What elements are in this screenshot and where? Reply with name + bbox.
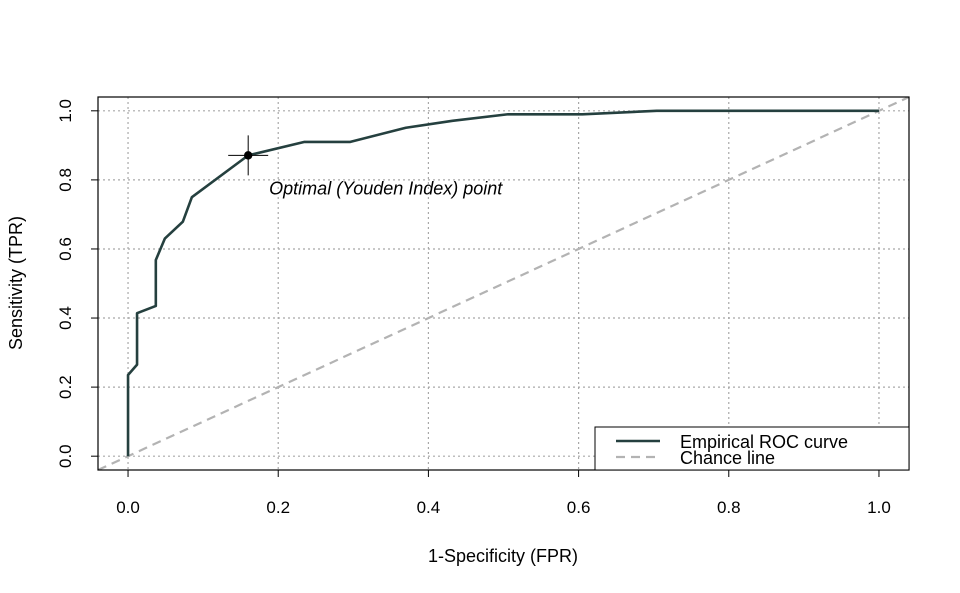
x-tick-label-1: 0.2 — [266, 498, 290, 517]
series-line-empirical-roc-curve — [126, 109, 879, 457]
series-layer — [98, 97, 909, 470]
x-tick-label-2: 0.4 — [417, 498, 441, 517]
x-tick-label-0: 0.0 — [116, 498, 140, 517]
x-tick-label-3: 0.6 — [567, 498, 591, 517]
annotation-optimal-point: Optimal (Youden Index) point — [269, 178, 503, 198]
y-tick-label-1: 0.2 — [56, 375, 75, 399]
optimal-point-dot — [243, 151, 253, 160]
y-tick-label-5: 1.0 — [56, 99, 75, 123]
legend-label-chance-line: Chance line — [680, 448, 775, 468]
x-tick-label-5: 1.0 — [867, 498, 891, 517]
legend: Empirical ROC curve Chance line — [594, 426, 910, 471]
y-axis-label: Sensitivity (TPR) — [6, 216, 26, 350]
plot-frame — [97, 96, 910, 471]
y-tick-label-4: 0.8 — [56, 168, 75, 192]
y-tick-label-2: 0.4 — [56, 306, 75, 330]
annotation-layer: Optimal (Youden Index) point — [269, 178, 503, 198]
y-axis: 0.0 0.2 0.4 0.6 0.8 1.0 — [56, 99, 98, 468]
x-axis-label: 1-Specificity (FPR) — [428, 546, 578, 566]
legend-box — [594, 426, 910, 471]
x-axis: 0.0 0.2 0.4 0.6 0.8 1.0 — [116, 470, 891, 517]
series-line-chance-line — [98, 97, 909, 470]
optimal-point-marker-group — [228, 135, 269, 176]
y-tick-label-3: 0.6 — [56, 237, 75, 261]
x-tick-label-4: 0.8 — [717, 498, 741, 517]
legend-label-empirical-roc: Empirical ROC curve — [680, 432, 848, 452]
y-tick-label-0: 0.0 — [56, 444, 75, 468]
